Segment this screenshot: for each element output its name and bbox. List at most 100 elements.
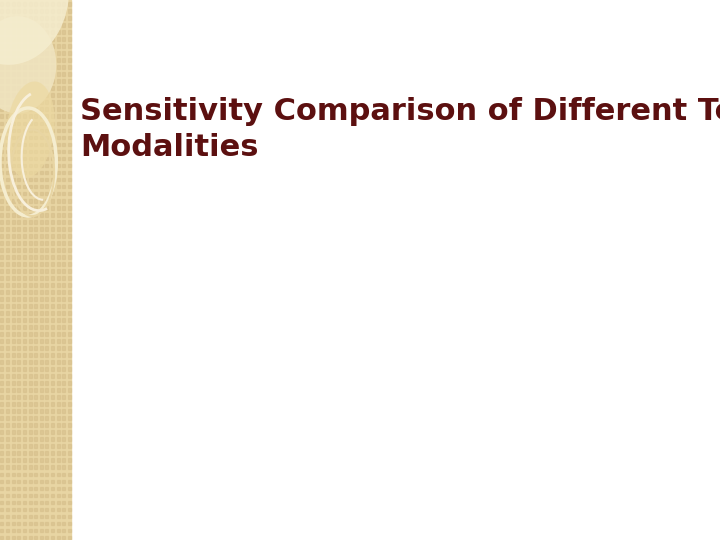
Bar <box>45 360 48 364</box>
Bar <box>63 79 66 83</box>
Bar <box>12 16 14 20</box>
Bar <box>40 107 43 111</box>
Bar <box>63 192 66 195</box>
Bar <box>6 346 9 350</box>
Bar <box>12 472 14 476</box>
Bar <box>34 381 37 385</box>
Bar <box>57 164 60 167</box>
Bar <box>1 213 4 217</box>
Bar <box>68 381 71 385</box>
Bar <box>45 430 48 434</box>
Bar <box>29 114 32 118</box>
Bar <box>57 30 60 34</box>
Bar <box>63 164 66 167</box>
Bar <box>29 388 32 392</box>
Bar <box>57 325 60 329</box>
Bar <box>1 451 4 455</box>
Bar <box>1 444 4 448</box>
Bar <box>29 332 32 336</box>
Bar <box>23 269 26 273</box>
Bar <box>45 178 48 181</box>
Bar <box>63 529 66 532</box>
Bar <box>51 206 54 210</box>
Bar <box>12 480 14 483</box>
Bar <box>23 157 26 160</box>
Bar <box>12 444 14 448</box>
Bar <box>29 136 32 139</box>
Bar <box>68 269 71 273</box>
Bar <box>68 374 71 378</box>
Bar <box>45 269 48 273</box>
Bar <box>1 318 4 322</box>
Bar <box>57 451 60 455</box>
Bar <box>63 423 66 427</box>
Bar <box>34 276 37 280</box>
Bar <box>68 122 71 125</box>
Bar <box>57 2 60 6</box>
Bar <box>17 423 20 427</box>
Bar <box>40 86 43 90</box>
Bar <box>23 416 26 420</box>
Bar <box>17 86 20 90</box>
Bar <box>63 30 66 34</box>
Bar <box>40 346 43 350</box>
Bar <box>17 501 20 504</box>
Bar <box>57 9 60 13</box>
Bar <box>57 311 60 315</box>
Bar <box>68 37 71 41</box>
Bar <box>68 136 71 139</box>
Bar <box>34 44 37 48</box>
Bar <box>12 437 14 441</box>
Bar <box>17 311 20 315</box>
Bar <box>6 44 9 48</box>
Bar <box>12 241 14 245</box>
Bar <box>51 515 54 518</box>
Bar <box>23 114 26 118</box>
Bar <box>29 374 32 378</box>
Bar <box>63 122 66 125</box>
Bar <box>40 114 43 118</box>
Bar <box>6 465 9 469</box>
Bar <box>17 143 20 146</box>
Bar <box>12 269 14 273</box>
Bar <box>68 16 71 20</box>
Bar <box>57 346 60 350</box>
Bar <box>40 276 43 280</box>
Bar <box>40 129 43 132</box>
Bar <box>1 423 4 427</box>
Bar <box>23 318 26 322</box>
Bar <box>57 297 60 301</box>
Bar <box>63 353 66 357</box>
Bar <box>29 529 32 532</box>
Bar <box>40 150 43 153</box>
Bar <box>34 65 37 69</box>
Bar <box>29 150 32 153</box>
Bar <box>40 2 43 6</box>
Bar <box>68 458 71 462</box>
Bar <box>12 311 14 315</box>
Bar <box>51 276 54 280</box>
Bar <box>63 283 66 287</box>
Bar <box>45 367 48 371</box>
Bar <box>23 325 26 329</box>
Bar <box>68 430 71 434</box>
Bar <box>68 213 71 217</box>
Circle shape <box>0 16 56 113</box>
Bar <box>6 409 9 413</box>
Bar <box>51 213 54 217</box>
Bar <box>68 494 71 497</box>
Bar <box>34 529 37 532</box>
Bar <box>40 416 43 420</box>
Bar <box>23 262 26 266</box>
Text: Sensitivity Comparison of Different Testing
Modalities: Sensitivity Comparison of Different Test… <box>80 97 720 162</box>
Bar <box>40 430 43 434</box>
Bar <box>63 100 66 104</box>
Bar <box>34 206 37 210</box>
Bar <box>68 416 71 420</box>
Bar <box>12 276 14 280</box>
Bar <box>17 402 20 406</box>
Bar <box>68 185 71 188</box>
Bar <box>63 487 66 490</box>
Bar <box>17 480 20 483</box>
Bar <box>45 381 48 385</box>
